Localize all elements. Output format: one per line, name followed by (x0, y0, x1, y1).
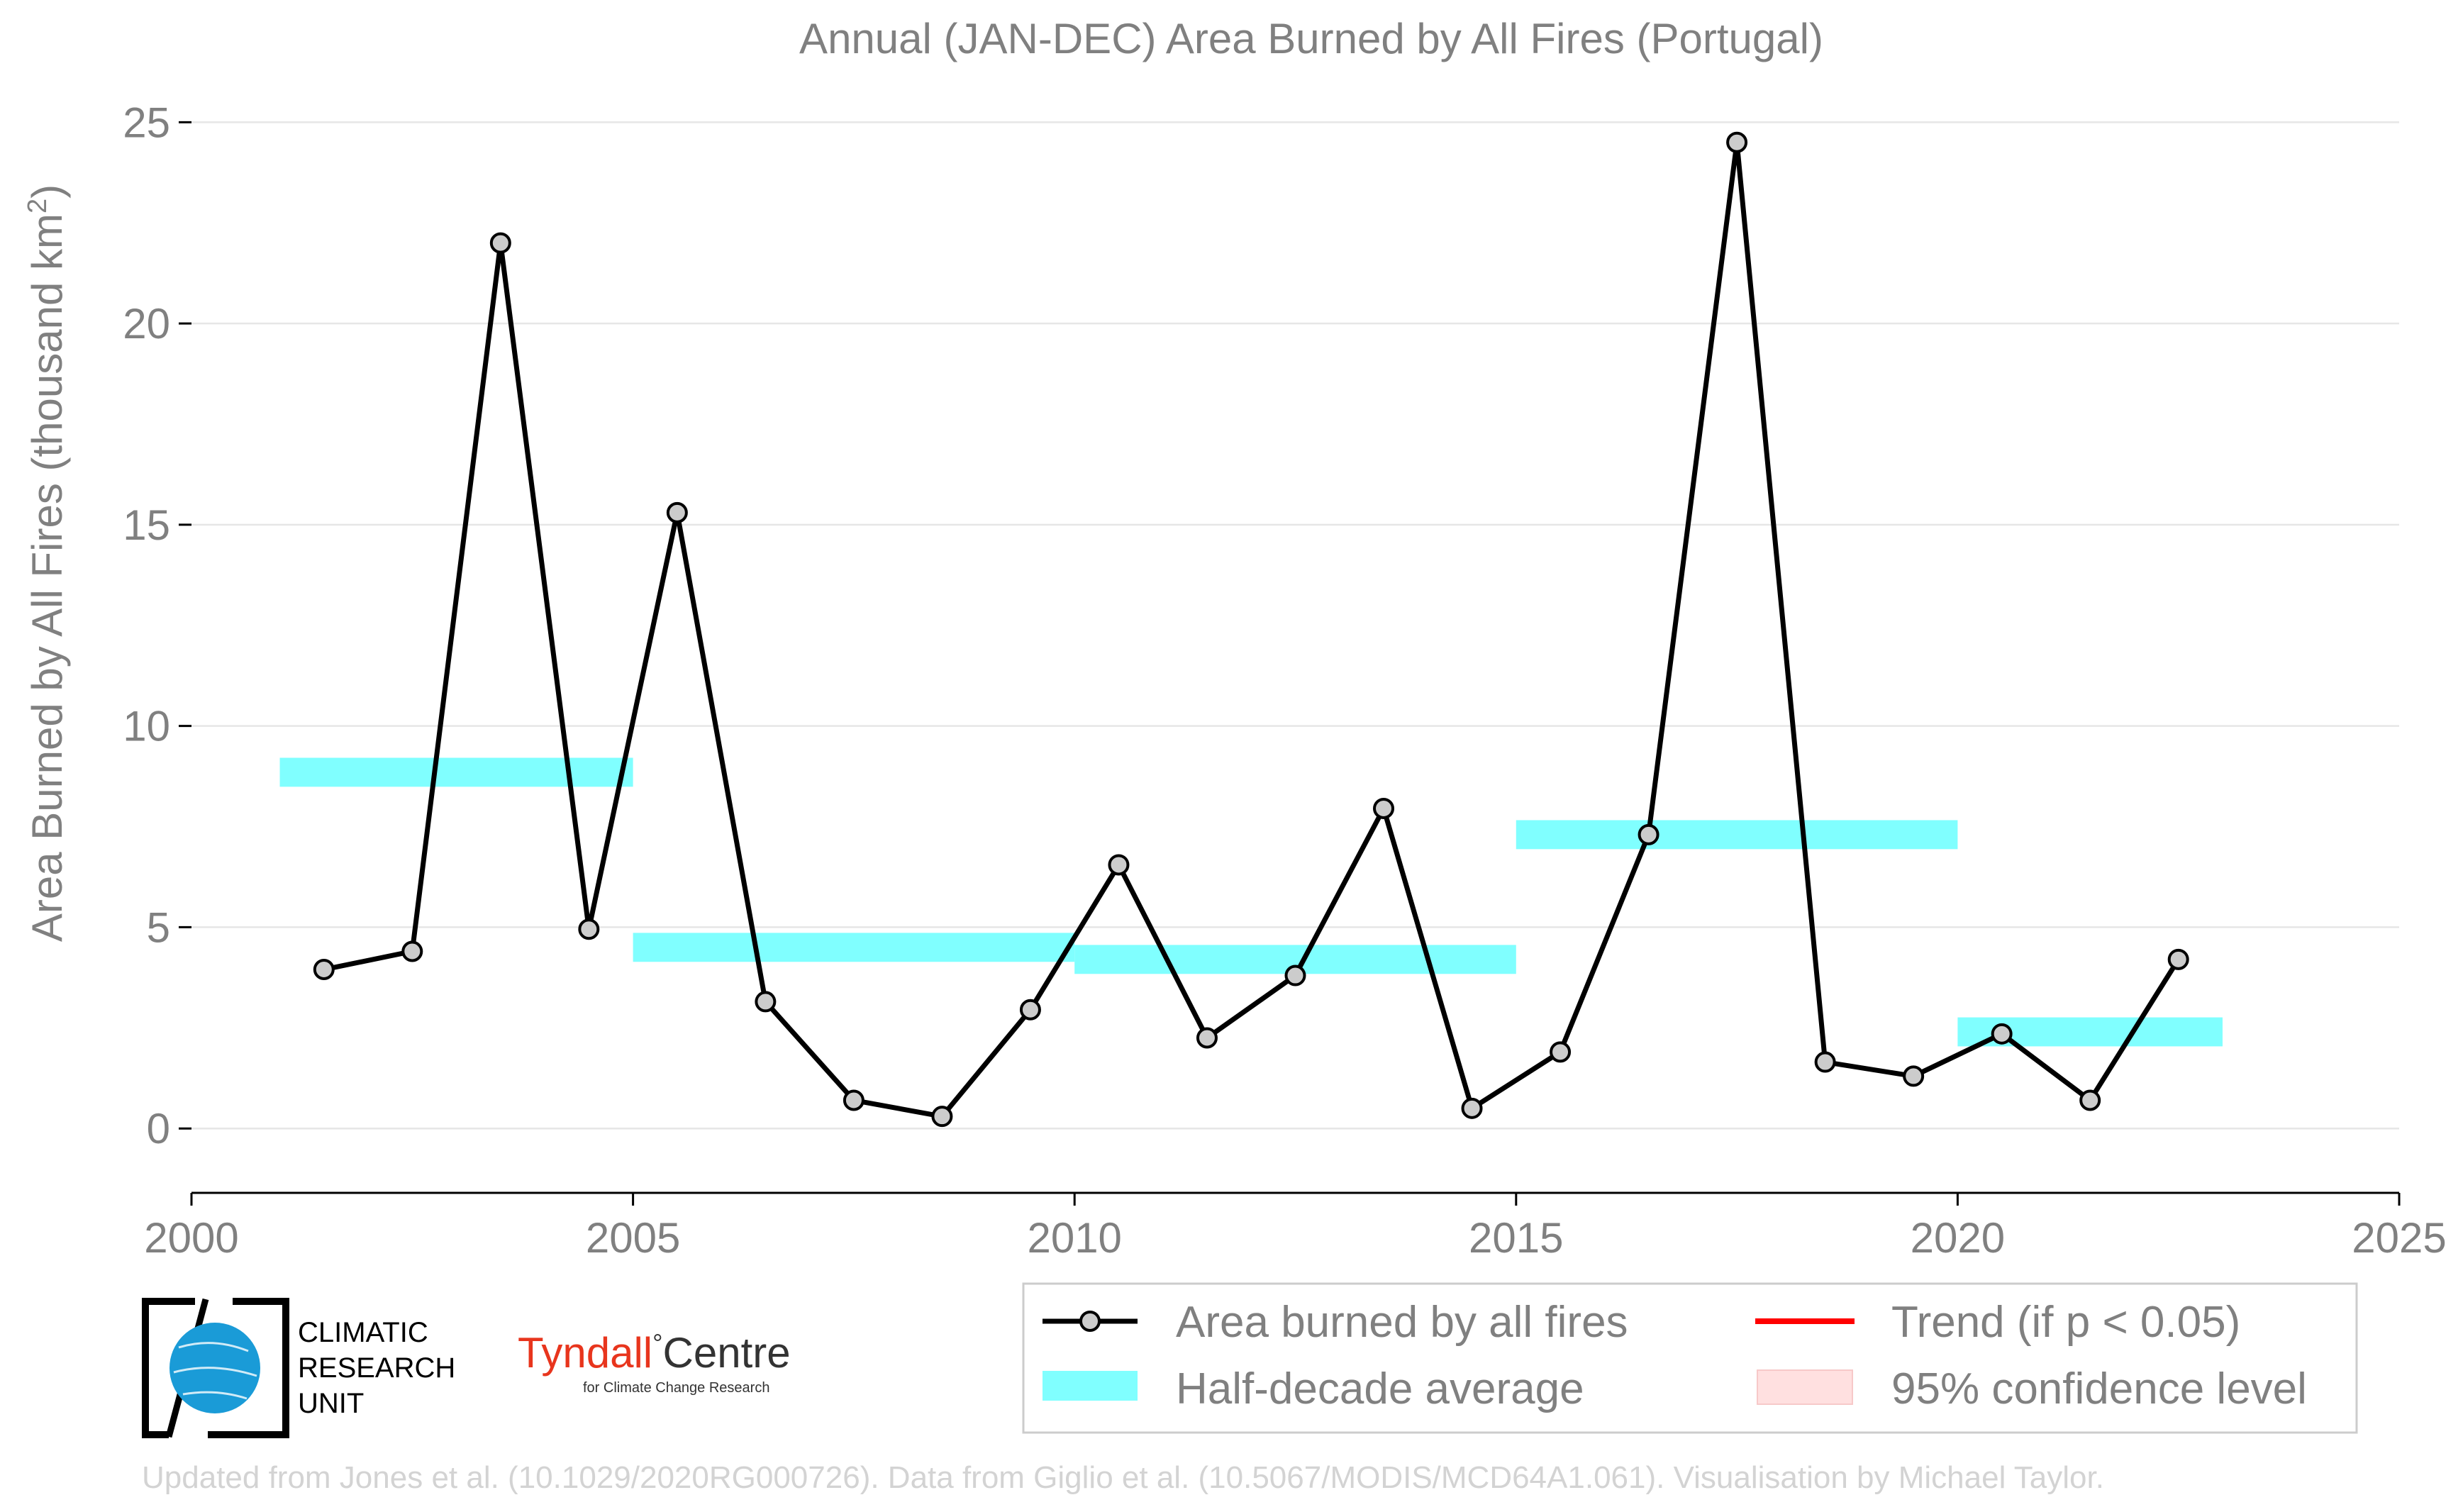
data-point-2008.5 (931, 1106, 953, 1128)
data-point-2015.5 (1550, 1041, 1572, 1063)
x-tick-label-2005: 2005 (586, 1214, 680, 1262)
gridlines (191, 121, 2399, 1130)
chart-title: Annual (JAN-DEC) Area Burned by All Fire… (799, 15, 1823, 62)
data-point-2017.5 (1726, 131, 1748, 153)
tyndall-logo: Tyndall°Centre for Climate Change Resear… (518, 1328, 791, 1396)
data-point-2016.5 (1638, 823, 1659, 845)
x-tick-label-2025: 2025 (2352, 1214, 2446, 1262)
data-point-2005.5 (666, 501, 688, 523)
legend-confidence-swatch (1757, 1369, 1853, 1405)
x-tick-label-2015: 2015 (1469, 1214, 1563, 1262)
cru-logo-left-bracket-icon (142, 1298, 195, 1438)
y-tick-label-25: 25 (123, 99, 170, 146)
x-axis: 2000 2005 2010 2015 2020 2025 (144, 1191, 2447, 1262)
data-point-2002.5 (401, 940, 423, 962)
legend-trend-label: Trend (if p < 0.05) (1891, 1298, 2240, 1347)
tyndall-logo-degree: ° (652, 1328, 662, 1357)
data-point-2007.5 (843, 1089, 864, 1111)
y-tick-label-5: 5 (147, 904, 170, 951)
data-point-2011.5 (1196, 1027, 1218, 1049)
y-axis-label-superscript: 2 (23, 199, 52, 213)
cru-logo: CLIMATIC RESEARCH UNIT (142, 1298, 455, 1438)
series-line-0 (323, 140, 2181, 1119)
half-decade-average-bar-0 (279, 757, 633, 787)
data-point-2010.5 (1108, 854, 1130, 876)
y-axis-label-close: ) (23, 184, 71, 199)
x-tick-label-2010: 2010 (1027, 1214, 1121, 1262)
data-point-2013.5 (1373, 798, 1395, 820)
legend: Area burned by all fires Half-decade ave… (1022, 1282, 2358, 1434)
tyndall-logo-subtitle: for Climate Change Research (583, 1380, 769, 1396)
y-axis-label-text: Area Burned by All Fires (thousand km (23, 213, 71, 942)
cru-logo-right-bracket-icon (208, 1298, 289, 1438)
legend-series-marker-icon (1079, 1311, 1101, 1332)
data-point-2014.5 (1461, 1097, 1483, 1119)
legend-series-label: Area burned by all fires (1176, 1298, 1628, 1347)
legend-box (1022, 1282, 2358, 1434)
y-tick-label-0: 0 (147, 1105, 170, 1152)
data-point-2001.5 (313, 959, 335, 981)
y-axis-label: Area Burned by All Fires (thousand km2) (23, 184, 71, 942)
data-point-2006.5 (755, 991, 777, 1013)
data-points (313, 131, 2189, 1128)
tyndall-logo-text: Tyndall°Centre (518, 1328, 791, 1377)
data-point-2019.5 (1903, 1065, 1925, 1087)
data-point-2009.5 (1019, 999, 1041, 1021)
x-tick-label-2000: 2000 (144, 1214, 238, 1262)
tyndall-logo-tyndall: Tyndall (518, 1329, 652, 1377)
data-point-2012.5 (1284, 965, 1306, 986)
legend-average-swatch (1043, 1371, 1138, 1401)
y-tick-label-20: 20 (123, 300, 170, 348)
series-line-layer (323, 140, 2181, 1119)
data-point-2020.5 (1991, 1023, 2013, 1045)
x-tick-label-2020: 2020 (1911, 1214, 2005, 1262)
y-axis-ticks: 0 5 10 15 20 25 (123, 99, 191, 1152)
y-tick-label-15: 15 (123, 501, 170, 549)
data-point-2004.5 (578, 918, 600, 940)
half-decade-average-bar-3 (1516, 820, 1958, 850)
data-point-2021.5 (2079, 1089, 2101, 1111)
data-point-2018.5 (1814, 1051, 1836, 1073)
data-point-2003.5 (489, 232, 511, 254)
cru-logo-line-1: CLIMATIC (298, 1317, 428, 1348)
cru-logo-line-3: UNIT (298, 1388, 364, 1419)
y-tick-label-10: 10 (123, 703, 170, 750)
legend-confidence-label: 95% confidence level (1891, 1364, 2307, 1413)
source-footer: Updated from Jones et al. (10.1029/2020R… (142, 1460, 2104, 1495)
data-point-2022.5 (2167, 948, 2189, 970)
legend-average-label: Half-decade average (1176, 1364, 1584, 1413)
cru-globe-pattern-icon (173, 1342, 257, 1400)
half-decade-average-bar-1 (633, 933, 1075, 962)
tyndall-logo-centre: Centre (663, 1329, 791, 1377)
cru-logo-line-2: RESEARCH (298, 1352, 455, 1384)
